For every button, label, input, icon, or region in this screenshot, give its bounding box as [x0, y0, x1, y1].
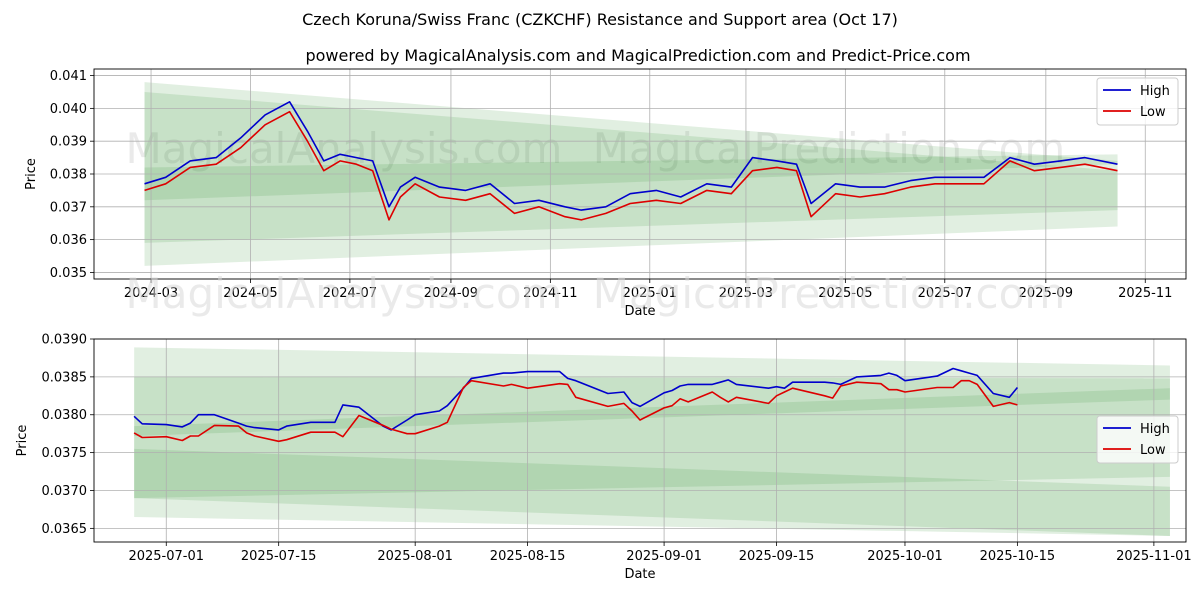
legend-label-low: Low [1140, 105, 1166, 120]
series-line-low [144, 110, 1118, 221]
band-2 [134, 388, 1170, 499]
band-3 [144, 154, 1118, 201]
y-tick-label: 0.0380 [42, 408, 88, 423]
band-1 [134, 347, 1170, 536]
watermark-text: MagicalPrediction.com [593, 269, 1066, 318]
chart-subtitle: powered by MagicalAnalysis.com and Magic… [305, 46, 970, 65]
x-tick-label: 2025-01 [623, 286, 677, 301]
chart-title: Czech Koruna/Swiss Franc (CZKCHF) Resist… [302, 10, 898, 29]
x-tick-label: 2025-10-01 [867, 549, 943, 564]
x-tick-label: 2024-05 [223, 286, 277, 301]
x-tick-label: 2025-09 [1019, 286, 1073, 301]
legend: High Low [1096, 77, 1179, 126]
legend-label-high: High [1140, 422, 1170, 437]
y-tick-label: 0.0365 [42, 522, 88, 537]
chart-panel-2: MagicalAnalysis.com MagicalPrediction.com… [15, 269, 1192, 582]
y-tick-label: 0.036 [50, 233, 87, 248]
y-tick-label: 0.0390 [42, 333, 88, 348]
series-lines [144, 101, 1118, 221]
legend-label-high: High [1140, 84, 1170, 99]
x-tick-label: 2025-11-01 [1116, 549, 1192, 564]
x-tick-label: 2024-11 [523, 286, 577, 301]
x-axis-label: Date [624, 304, 655, 319]
x-tick-label: 2025-10-15 [980, 549, 1056, 564]
y-tick-label: 0.041 [50, 69, 87, 84]
watermark-text: MagicalPrediction.com [593, 124, 1066, 173]
y-tick-label: 0.040 [50, 102, 87, 117]
y-tick-label: 0.039 [50, 135, 87, 150]
band-4 [134, 448, 1170, 536]
x-tick-label: 2025-11 [1118, 286, 1172, 301]
support-resistance-bands [134, 347, 1170, 536]
x-tick-label: 2025-05 [818, 286, 872, 301]
legend-label-low: Low [1140, 443, 1166, 458]
y-tick-label: 0.0370 [42, 484, 88, 499]
series-line-high [133, 367, 1019, 431]
y-tick-label: 0.038 [50, 168, 87, 183]
y-tick-label: 0.035 [50, 266, 87, 281]
y-axis-label: Price [24, 158, 39, 190]
x-tick-label: 2024-09 [424, 286, 478, 301]
x-tick-label: 2025-08-01 [377, 549, 453, 564]
watermark-text: MagicalAnalysis.com [126, 269, 563, 318]
x-tick-label: 2025-07-01 [128, 549, 204, 564]
x-axis-label: Date [624, 567, 655, 582]
series-line-high [144, 101, 1118, 211]
series-line-low [133, 379, 1018, 443]
y-tick-label: 0.037 [50, 200, 87, 215]
axes-frame [93, 338, 1187, 543]
x-tick-label: 2024-07 [323, 286, 377, 301]
watermark-text: MagicalAnalysis.com [126, 124, 563, 173]
x-tick-label: 2024-03 [124, 286, 178, 301]
x-tick-label: 2025-08-15 [490, 549, 566, 564]
x-tick-label: 2025-09-01 [626, 549, 702, 564]
axes-frame [93, 68, 1187, 280]
x-tick-label: 2025-07 [918, 286, 972, 301]
x-tick-label: 2025-07-15 [241, 549, 317, 564]
legend: High Low [1096, 415, 1179, 464]
chart-panel-1: MagicalAnalysis.com MagicalPrediction.com… [24, 68, 1187, 319]
y-tick-label: 0.0375 [42, 446, 88, 461]
y-axis-label: Price [15, 425, 30, 457]
x-tick-label: 2025-03 [719, 286, 773, 301]
y-tick-label: 0.0385 [42, 370, 88, 385]
series-lines [133, 367, 1019, 443]
x-tick-label: 2025-09-15 [739, 549, 815, 564]
